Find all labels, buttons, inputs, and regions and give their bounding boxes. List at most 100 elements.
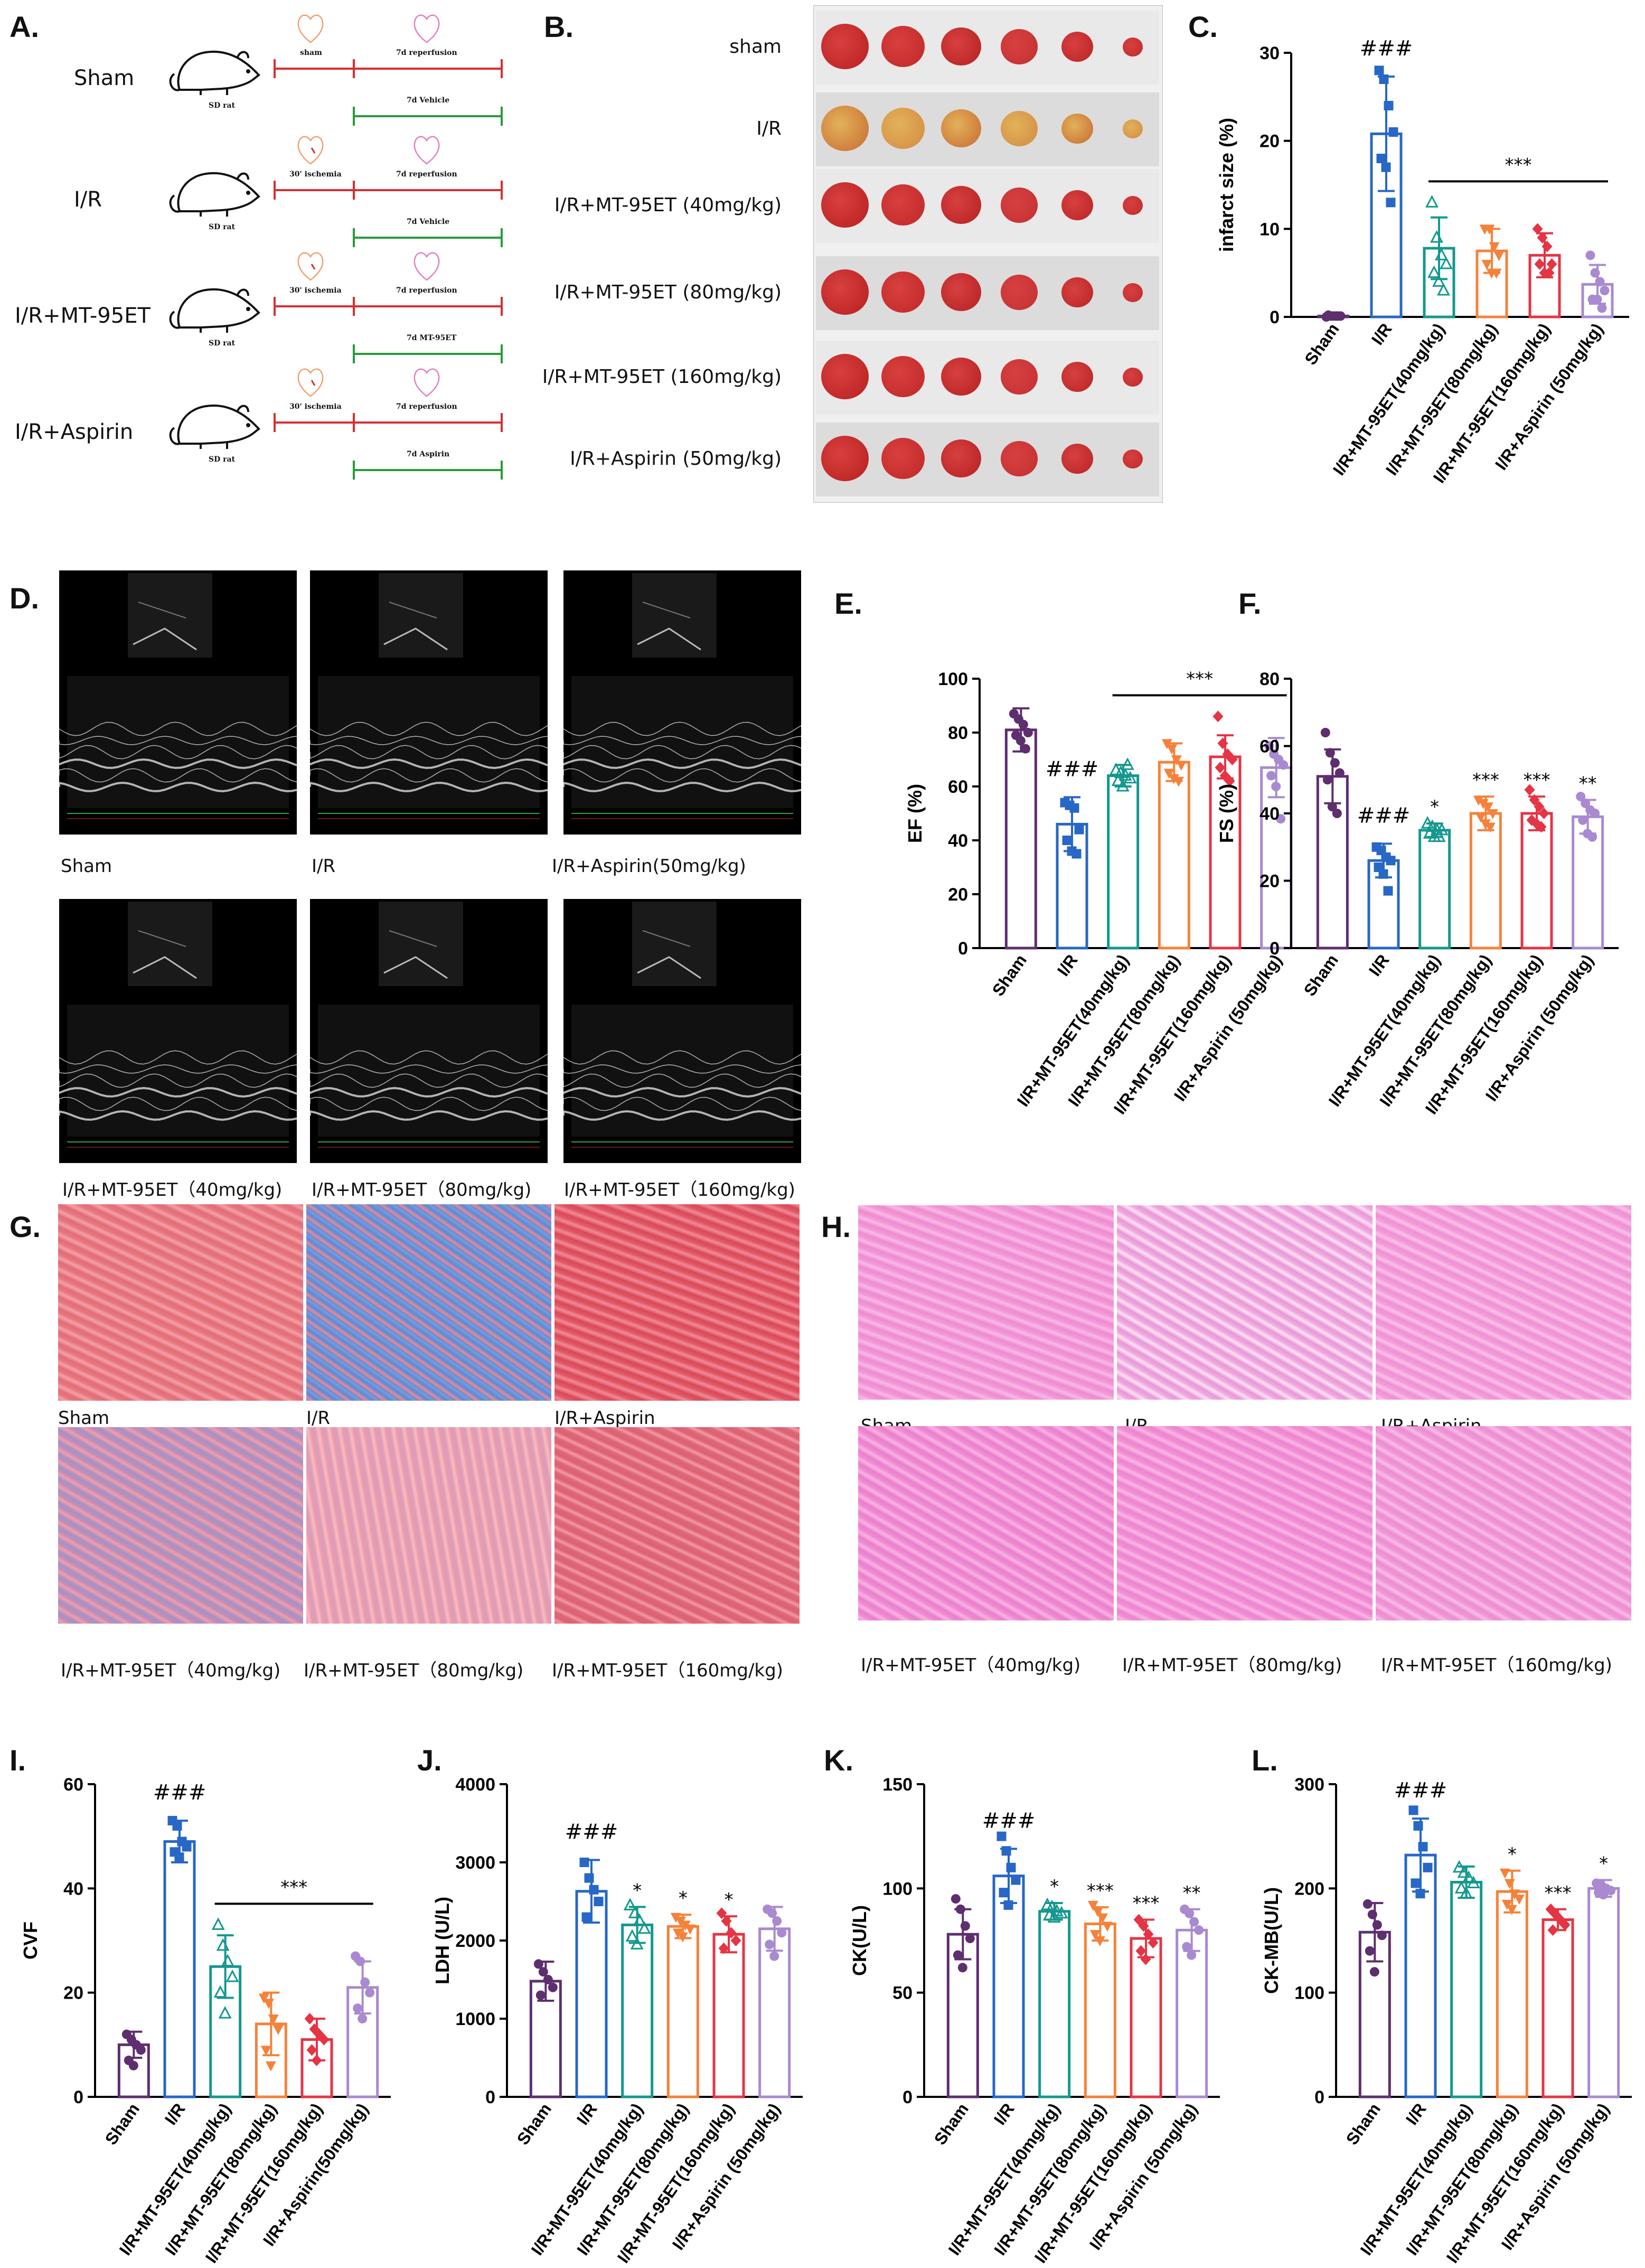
bar: [1418, 829, 1451, 950]
data-point: [548, 1982, 558, 1992]
data-point: [1501, 1899, 1512, 1910]
ttc-row-strip: [816, 256, 1159, 330]
y-tick-label: 40: [1259, 804, 1280, 824]
data-point: [1224, 775, 1235, 787]
significance-mark: *: [679, 1888, 688, 1909]
data-point: [630, 1937, 644, 1950]
bar: [1084, 1922, 1116, 2098]
bar: [1541, 1918, 1574, 2098]
heart-slice: [1061, 277, 1093, 307]
rat-icon: [169, 396, 264, 454]
heart-slice: [881, 356, 925, 397]
data-point: [672, 1928, 683, 1939]
data-point: [1271, 782, 1281, 791]
echo-label: I/R+MT-95ET（160mg/kg): [564, 1179, 795, 1201]
data-point: [1376, 154, 1386, 163]
heart-slice: [1061, 362, 1093, 392]
significance-mark: ***: [1087, 1880, 1114, 1901]
data-point: [213, 1985, 227, 1998]
data-point: [960, 1921, 970, 1931]
data-point: [767, 1908, 777, 1918]
rat-icon: [169, 164, 264, 222]
data-point: [1212, 710, 1224, 723]
data-point: [1423, 826, 1436, 839]
data-point: [1467, 1876, 1480, 1888]
data-point: [1374, 65, 1384, 76]
treatment-label: 7d Aspirin: [407, 450, 450, 458]
bar: [1004, 728, 1037, 950]
heart-icon: [296, 364, 325, 398]
data-point: [1506, 1905, 1517, 1915]
heart-slice: [1061, 190, 1093, 220]
y-tick-label: 0: [1270, 307, 1280, 327]
significance-mark: ***: [1472, 770, 1499, 791]
y-tick-label: 30: [1259, 43, 1280, 63]
data-point: [1481, 260, 1492, 270]
data-point: [1185, 1908, 1195, 1918]
significance-mark: ***: [280, 1877, 307, 1898]
data-point: [1452, 1860, 1466, 1873]
heart-icon: [412, 132, 441, 166]
data-point: [1138, 1920, 1149, 1932]
ttc-row-strip: [816, 92, 1159, 166]
data-point: [1534, 258, 1545, 270]
heart-slice: [881, 108, 925, 149]
data-point: [1606, 1886, 1616, 1896]
data-point: [1454, 1881, 1468, 1894]
data-point: [1435, 822, 1449, 836]
data-point: [1440, 256, 1453, 269]
y-tick-label: 80: [948, 723, 968, 743]
data-point: [1478, 799, 1489, 809]
bar: [621, 1923, 654, 2098]
data-point: [637, 1921, 651, 1934]
heart-slice: [1061, 114, 1093, 144]
data-point: [955, 1904, 965, 1914]
data-point: [174, 1852, 184, 1862]
data-point: [311, 2054, 322, 2066]
heart-slice: [941, 109, 981, 148]
data-point: [1279, 760, 1289, 770]
stage1-label: sham: [300, 49, 322, 57]
data-point: [1215, 762, 1226, 774]
data-point: [1011, 1875, 1021, 1885]
protocol-group-label: I/R: [74, 188, 102, 212]
data-point: [670, 1913, 681, 1923]
x-tick-label: Sham: [1301, 320, 1342, 368]
heart-slice: [1001, 111, 1038, 146]
data-point: [1163, 769, 1174, 779]
data-point: [1135, 1945, 1146, 1957]
ttc-row-label: I/R+MT-95ET (80mg/kg): [554, 282, 782, 303]
data-point: [306, 2044, 317, 2056]
data-point: [128, 2060, 138, 2070]
panel-label-e: E.: [834, 587, 862, 620]
significance-mark: ###: [1394, 1778, 1447, 1803]
histology-label: I/R+MT-95ET（40mg/kg): [861, 1655, 1081, 1676]
y-tick-label: 0: [1314, 2087, 1324, 2107]
data-point: [1487, 809, 1498, 819]
timeline: [269, 401, 507, 486]
echo-image: [562, 898, 802, 1164]
data-point: [1121, 757, 1134, 770]
data-point: [1437, 283, 1450, 296]
significance-mark: **: [1183, 1882, 1201, 1904]
data-point: [1595, 277, 1605, 287]
ttc-row-strip: [816, 169, 1159, 243]
data-point: [182, 1842, 192, 1852]
x-tick-label: I/R: [990, 2100, 1018, 2128]
histology-image: [1376, 1205, 1631, 1400]
ttc-row-label: sham: [729, 36, 782, 58]
data-point: [353, 2003, 363, 2013]
data-point: [260, 2046, 271, 2056]
ttc-row-label: I/R+MT-95ET (160mg/kg): [542, 366, 782, 388]
heart-slice: [1001, 275, 1038, 310]
data-point: [999, 1888, 1009, 1898]
rat-label: SD rat: [209, 339, 236, 348]
echo-image: [309, 569, 549, 836]
data-point: [304, 2013, 315, 2025]
data-point: [1462, 1870, 1475, 1883]
data-point: [1047, 1910, 1061, 1923]
data-point: [1423, 1862, 1433, 1872]
